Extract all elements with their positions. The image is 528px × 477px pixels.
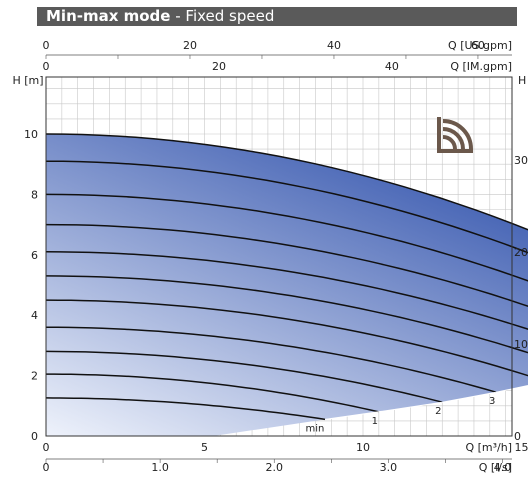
x-axis-label-ls: Q [l/s] bbox=[479, 461, 512, 474]
tick-label: 15 bbox=[515, 441, 528, 454]
tick-label: 0 bbox=[43, 441, 50, 454]
end-of-curve-line bbox=[324, 385, 528, 420]
speed-subtitle: Fixed speed bbox=[185, 7, 275, 25]
x-axis-label-us-gpm: Q [US.gpm] bbox=[448, 39, 512, 52]
banner-separator: - bbox=[170, 7, 186, 25]
tick-label: 10 bbox=[24, 128, 38, 141]
speed-waves-icon bbox=[437, 117, 473, 153]
curve-min bbox=[45, 397, 326, 421]
tick-label: 4.0 bbox=[494, 461, 512, 474]
curve-6 bbox=[45, 251, 528, 330]
performance-curves bbox=[45, 133, 528, 421]
chart-banner: Min-max mode - Fixed speed bbox=[37, 7, 517, 26]
tick-label: 10 bbox=[514, 338, 528, 351]
curve-7 bbox=[45, 223, 528, 308]
tick-label: 0 bbox=[43, 60, 50, 73]
tick-label: 40 bbox=[385, 60, 399, 73]
tick-label: 4 bbox=[31, 309, 38, 322]
tick-label: 0 bbox=[514, 430, 521, 443]
tick-label: 30 bbox=[514, 154, 528, 167]
curve-label-3: 3 bbox=[489, 396, 495, 407]
tick-label: 8 bbox=[31, 188, 38, 201]
tick-label: 20 bbox=[183, 39, 197, 52]
curve-8 bbox=[45, 193, 528, 282]
tick-label: 40 bbox=[327, 39, 341, 52]
tick-label: 60 bbox=[471, 39, 485, 52]
chart-axes: 020406080100020406080Q [US.gpm]Q [IM.gpm… bbox=[12, 39, 528, 474]
curve-3 bbox=[46, 326, 497, 393]
curve-9 bbox=[45, 160, 528, 254]
tick-label: 10 bbox=[356, 441, 370, 454]
mode-title: Min-max mode bbox=[46, 7, 171, 25]
curve-4 bbox=[45, 299, 528, 377]
curve-label-1: 1 bbox=[372, 416, 378, 427]
tick-label: 5 bbox=[201, 441, 208, 454]
tick-label: 0 bbox=[43, 39, 50, 52]
tick-label: 20 bbox=[212, 60, 226, 73]
tick-label: 2.0 bbox=[265, 461, 283, 474]
operating-area bbox=[46, 134, 528, 436]
tick-label: 2 bbox=[31, 370, 38, 383]
x-axis-label-im-gpm: Q [IM.gpm] bbox=[450, 60, 512, 73]
tick-label: 0 bbox=[43, 461, 50, 474]
y-axis-label-ft: H bbox=[518, 74, 526, 87]
curve-label-2: 2 bbox=[435, 406, 441, 417]
tick-label: 20 bbox=[514, 246, 528, 259]
curve-max bbox=[45, 133, 528, 231]
curve-5 bbox=[45, 275, 528, 354]
tick-label: 3.0 bbox=[380, 461, 398, 474]
curve-label-min: min bbox=[306, 423, 325, 434]
x-axis-label-m3h: Q [m³/h] bbox=[465, 441, 512, 454]
tick-label: 0 bbox=[31, 430, 38, 443]
curve-1 bbox=[46, 373, 379, 413]
tick-label: 6 bbox=[31, 249, 38, 262]
plot-frame bbox=[45, 76, 513, 437]
y-axis-label-m: H [m] bbox=[12, 74, 43, 87]
curve-2 bbox=[45, 350, 443, 403]
tick-label: 1.0 bbox=[151, 461, 169, 474]
